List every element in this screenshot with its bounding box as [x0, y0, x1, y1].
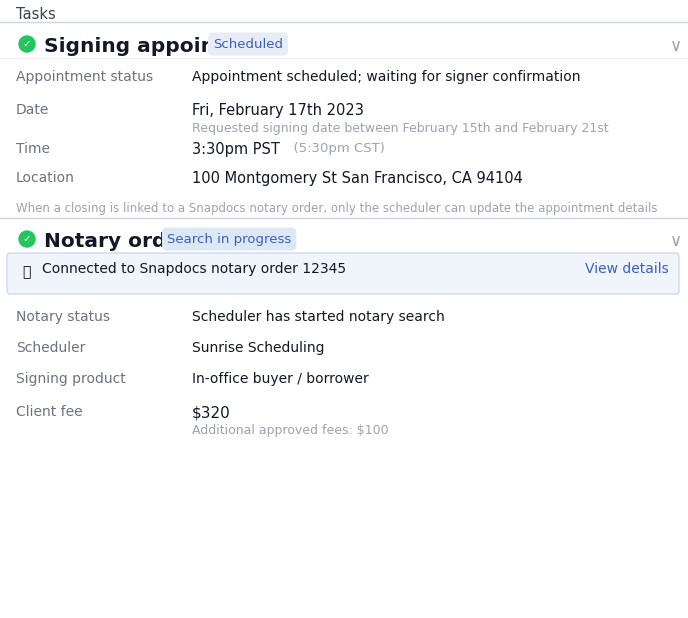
Text: 3:30pm PST: 3:30pm PST: [192, 142, 280, 157]
Text: 🔗: 🔗: [22, 266, 30, 279]
Text: Scheduler has started notary search: Scheduler has started notary search: [192, 310, 444, 324]
Text: ∨: ∨: [670, 232, 682, 250]
Text: Fri, February 17th 2023: Fri, February 17th 2023: [192, 103, 364, 118]
Text: Search in progress: Search in progress: [167, 232, 291, 245]
Text: Time: Time: [16, 142, 50, 156]
Text: Client fee: Client fee: [16, 405, 83, 419]
FancyBboxPatch shape: [7, 253, 679, 294]
Text: Notary order: Notary order: [44, 232, 190, 251]
Circle shape: [19, 231, 35, 247]
Text: ✓: ✓: [23, 39, 32, 49]
Text: In-office buyer / borrower: In-office buyer / borrower: [192, 372, 369, 386]
Text: Location: Location: [16, 171, 75, 185]
Text: Signing appointment: Signing appointment: [44, 37, 283, 56]
Text: Date: Date: [16, 103, 50, 117]
Text: Signing product: Signing product: [16, 372, 126, 386]
Text: Additional approved fees: $100: Additional approved fees: $100: [192, 424, 389, 437]
Text: ∨: ∨: [670, 37, 682, 55]
Text: Tasks: Tasks: [16, 7, 56, 22]
Text: $320: $320: [192, 405, 230, 420]
Text: Appointment scheduled; waiting for signer confirmation: Appointment scheduled; waiting for signe…: [192, 70, 581, 84]
Text: Scheduled: Scheduled: [213, 38, 283, 51]
Text: 100 Montgomery St San Francisco, CA 94104: 100 Montgomery St San Francisco, CA 9410…: [192, 171, 523, 186]
Text: Sunrise Scheduling: Sunrise Scheduling: [192, 341, 325, 355]
Text: Appointment status: Appointment status: [16, 70, 153, 84]
Text: Scheduler: Scheduler: [16, 341, 85, 355]
Text: ✓: ✓: [23, 234, 32, 244]
Text: Connected to Snapdocs notary order 12345: Connected to Snapdocs notary order 12345: [42, 262, 346, 276]
Text: Requested signing date between February 15th and February 21st: Requested signing date between February …: [192, 122, 609, 135]
Circle shape: [19, 36, 35, 52]
Text: (5:30pm CST): (5:30pm CST): [285, 142, 385, 155]
Text: When a closing is linked to a Snapdocs notary order, only the scheduler can upda: When a closing is linked to a Snapdocs n…: [16, 202, 658, 215]
Text: Notary status: Notary status: [16, 310, 110, 324]
Text: View details: View details: [585, 262, 669, 276]
